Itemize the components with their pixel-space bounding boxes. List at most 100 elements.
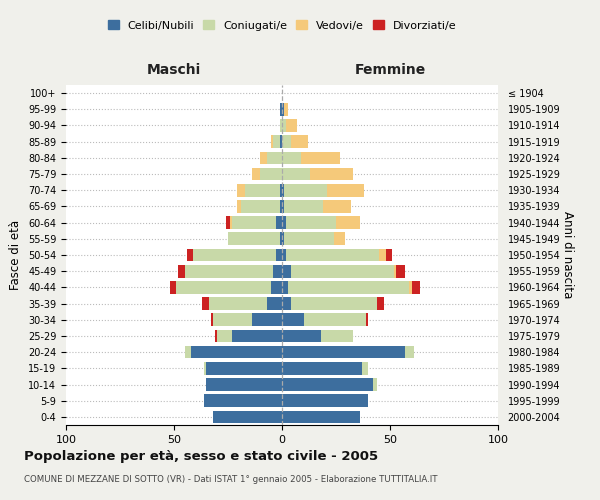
Bar — [282, 103, 284, 116]
Bar — [185, 265, 274, 278]
Bar — [191, 346, 282, 358]
Bar — [282, 232, 284, 245]
Bar — [366, 314, 368, 326]
Bar — [274, 265, 282, 278]
Bar — [241, 200, 280, 212]
Bar — [185, 346, 191, 358]
Bar — [252, 168, 260, 180]
Bar — [286, 216, 336, 229]
Bar — [267, 298, 282, 310]
Bar — [412, 281, 420, 293]
Bar — [282, 168, 310, 180]
Bar — [280, 119, 282, 132]
Bar — [282, 265, 290, 278]
Bar — [394, 265, 397, 278]
Bar — [282, 200, 284, 212]
Text: Popolazione per età, sesso e stato civile - 2005: Popolazione per età, sesso e stato civil… — [24, 450, 378, 463]
Bar — [206, 362, 282, 374]
Bar — [282, 216, 286, 229]
Bar — [178, 265, 185, 278]
Bar — [362, 362, 368, 374]
Bar — [379, 248, 386, 262]
Bar — [290, 298, 377, 310]
Bar — [282, 248, 286, 262]
Bar — [260, 168, 282, 180]
Bar — [228, 232, 280, 245]
Bar — [204, 394, 282, 407]
Bar — [280, 184, 282, 196]
Bar — [284, 232, 334, 245]
Bar — [226, 216, 230, 229]
Bar — [209, 298, 267, 310]
Bar — [280, 103, 282, 116]
Bar — [170, 281, 176, 293]
Bar — [282, 298, 290, 310]
Bar — [286, 119, 297, 132]
Bar — [282, 330, 321, 342]
Y-axis label: Fasce di età: Fasce di età — [10, 220, 22, 290]
Text: Femmine: Femmine — [355, 64, 425, 78]
Bar — [271, 136, 274, 148]
Bar — [193, 248, 275, 262]
Bar — [282, 119, 286, 132]
Bar — [215, 330, 217, 342]
Bar — [252, 314, 282, 326]
Bar — [213, 314, 252, 326]
Bar — [409, 281, 412, 293]
Text: COMUNE DI MEZZANE DI SOTTO (VR) - Dati ISTAT 1° gennaio 2005 - Elaborazione TUTT: COMUNE DI MEZZANE DI SOTTO (VR) - Dati I… — [24, 475, 437, 484]
Bar — [290, 265, 394, 278]
Bar — [211, 314, 213, 326]
Bar — [232, 330, 282, 342]
Bar — [284, 184, 328, 196]
Bar — [290, 136, 308, 148]
Bar — [405, 346, 414, 358]
Bar — [236, 184, 245, 196]
Bar — [280, 200, 282, 212]
Bar — [282, 281, 289, 293]
Bar — [310, 168, 353, 180]
Bar — [274, 136, 280, 148]
Bar — [397, 265, 405, 278]
Bar — [176, 281, 271, 293]
Bar — [230, 216, 232, 229]
Bar — [280, 136, 282, 148]
Bar — [377, 298, 383, 310]
Legend: Celibi/Nubili, Coniugati/e, Vedovi/e, Divorziati/e: Celibi/Nubili, Coniugati/e, Vedovi/e, Di… — [103, 16, 461, 35]
Bar — [321, 330, 353, 342]
Bar — [282, 152, 301, 164]
Bar — [301, 152, 340, 164]
Bar — [334, 232, 344, 245]
Bar — [217, 330, 232, 342]
Bar — [267, 152, 282, 164]
Bar — [373, 378, 377, 391]
Bar — [271, 281, 282, 293]
Bar — [328, 184, 364, 196]
Bar — [260, 152, 267, 164]
Bar — [213, 410, 282, 423]
Bar — [280, 232, 282, 245]
Bar — [323, 200, 351, 212]
Bar — [204, 362, 206, 374]
Bar — [236, 200, 241, 212]
Bar — [187, 248, 193, 262]
Y-axis label: Anni di nascita: Anni di nascita — [562, 212, 574, 298]
Bar — [286, 248, 379, 262]
Bar — [275, 248, 282, 262]
Bar — [282, 184, 284, 196]
Bar — [275, 216, 282, 229]
Bar — [386, 248, 392, 262]
Bar — [304, 314, 366, 326]
Bar — [245, 184, 280, 196]
Bar — [232, 216, 275, 229]
Bar — [284, 200, 323, 212]
Bar — [206, 378, 282, 391]
Bar — [282, 362, 362, 374]
Bar — [289, 281, 409, 293]
Bar — [336, 216, 360, 229]
Bar — [282, 394, 368, 407]
Bar — [284, 103, 289, 116]
Bar — [282, 314, 304, 326]
Bar — [282, 136, 290, 148]
Bar — [202, 298, 209, 310]
Bar — [282, 346, 405, 358]
